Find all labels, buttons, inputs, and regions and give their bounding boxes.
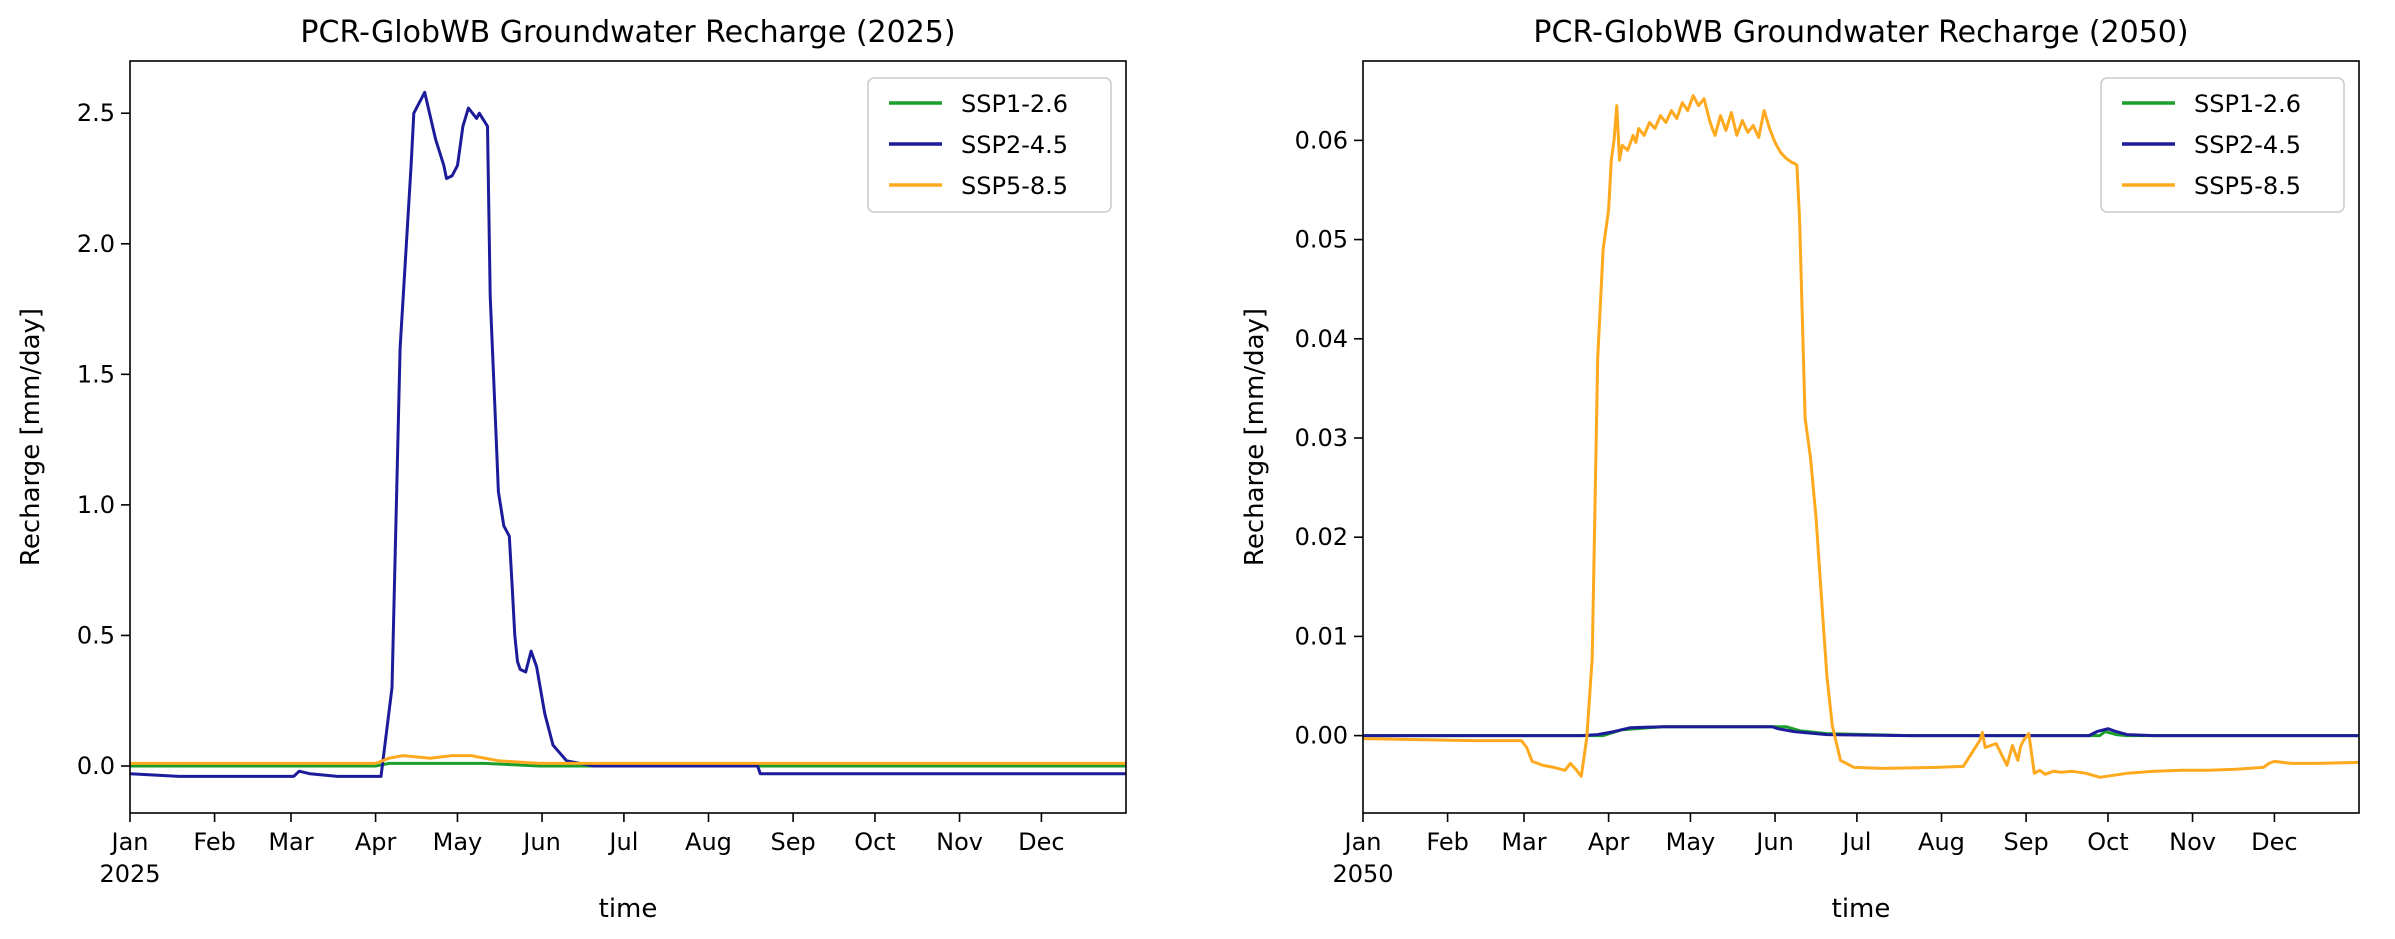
chart1-ytick-label: 1.0: [77, 491, 115, 519]
chart2-xlabel: time: [1832, 894, 1891, 924]
chart1-xtick-label: Dec: [1018, 828, 1064, 856]
chart1-series-ssp5-8-5: [130, 754, 1126, 765]
chart1-ylabel: Recharge [mm/day]: [16, 308, 46, 566]
chart1-xtick-label: Nov: [936, 828, 983, 856]
chart2-xtick-label: Apr: [1588, 828, 1630, 856]
chart2-ytick-label: 0.06: [1295, 126, 1348, 154]
chart2-ylabel: Recharge [mm/day]: [1240, 308, 1270, 566]
chart1-xtick-label: Jan: [110, 828, 149, 856]
chart1-legend-box: [867, 77, 1112, 213]
chart2-xtick-label: Oct: [2087, 828, 2129, 856]
chart1-title: PCR-GlobWB Groundwater Recharge (2025): [300, 15, 955, 50]
chart2-xtick-year: 2050: [1332, 860, 1393, 888]
chart2-xtick-label: Feb: [1426, 828, 1469, 856]
chart2-xtick-label: Aug: [1918, 828, 1965, 856]
chart1-ytick-label: 2.0: [77, 230, 115, 258]
chart2-legend-label: SSP2-4.5: [2194, 131, 2301, 159]
chart1-xtick-label: Oct: [854, 828, 896, 856]
chart1-legend-label: SSP2-4.5: [961, 131, 1068, 159]
chart1-legend: SSP1-2.6 SSP2-4.5 SSP5-8.5: [867, 77, 1112, 213]
chart2-series-ssp5-8-5: [1362, 94, 2360, 779]
chart2-series-ssp2-4-5: [1363, 725, 2359, 738]
chart1-xlabel: time: [599, 894, 658, 924]
chart2-ytick-label: 0.04: [1295, 325, 1348, 353]
chart2-ytick-label: 0.02: [1295, 523, 1348, 551]
chart2-ytick-label: 0.03: [1295, 424, 1348, 452]
chart1-xtick-label: May: [433, 828, 483, 856]
chart1-series-ssp1-2-6: [130, 761, 1126, 768]
chart2-axes-frame: [1362, 60, 2360, 814]
chart1-ytick-label: 2.5: [77, 99, 115, 127]
chart2-legend-box: [2100, 77, 2345, 213]
chart1-xtick-label: Jun: [521, 828, 561, 856]
chart1-xtick-label: Jul: [607, 828, 638, 856]
chart2-ytick-label: 0.05: [1295, 226, 1348, 254]
chart1-xtick-label: Feb: [193, 828, 236, 856]
chart1-legend-label: SSP1-2.6: [961, 90, 1068, 118]
chart2-xtick-label: Nov: [2169, 828, 2216, 856]
chart1-xtick-label: Sep: [770, 828, 815, 856]
chart1-xtick-year: 2025: [99, 860, 160, 888]
chart1-xtick-label: Aug: [685, 828, 732, 856]
chart2-ytick-label: 0.01: [1295, 622, 1348, 650]
chart2-xtick-label: Jul: [1840, 828, 1871, 856]
chart2-ytick-label: 0.00: [1295, 722, 1348, 750]
chart2-xtick-label: Sep: [2003, 828, 2048, 856]
chart2: 0.00 0.01 0.02 0.03 0.04 0.05 0.06 Jan Feb Mar Apr…: [1240, 15, 2360, 924]
chart2-xtick-label: Mar: [1501, 828, 1546, 856]
chart1-legend-label: SSP5-8.5: [961, 172, 1068, 200]
chart2-title: PCR-GlobWB Groundwater Recharge (2050): [1533, 15, 2188, 50]
chart1-ytick-label: 0.0: [77, 752, 115, 780]
chart2-xtick-label: Dec: [2251, 828, 2297, 856]
chart2-legend: SSP1-2.6 SSP2-4.5 SSP5-8.5: [2100, 77, 2345, 213]
chart1: 0.0 0.5 1.0 1.5 2.0 2.5 Jan Feb Mar Apr May Jun Jul A…: [16, 15, 1127, 924]
chart1-ytick-label: 1.5: [77, 360, 115, 388]
chart1-xtick-label: Apr: [355, 828, 397, 856]
chart2-legend-label: SSP1-2.6: [2194, 90, 2301, 118]
chart2-xtick-label: Jun: [1754, 828, 1794, 856]
chart2-xtick-label: May: [1666, 828, 1716, 856]
chart1-ytick-label: 0.5: [77, 621, 115, 649]
chart2-xtick-label: Jan: [1343, 828, 1382, 856]
chart1-xtick-label: Mar: [268, 828, 313, 856]
chart2-legend-label: SSP5-8.5: [2194, 172, 2301, 200]
chart1-axes-frame: [129, 60, 1127, 814]
